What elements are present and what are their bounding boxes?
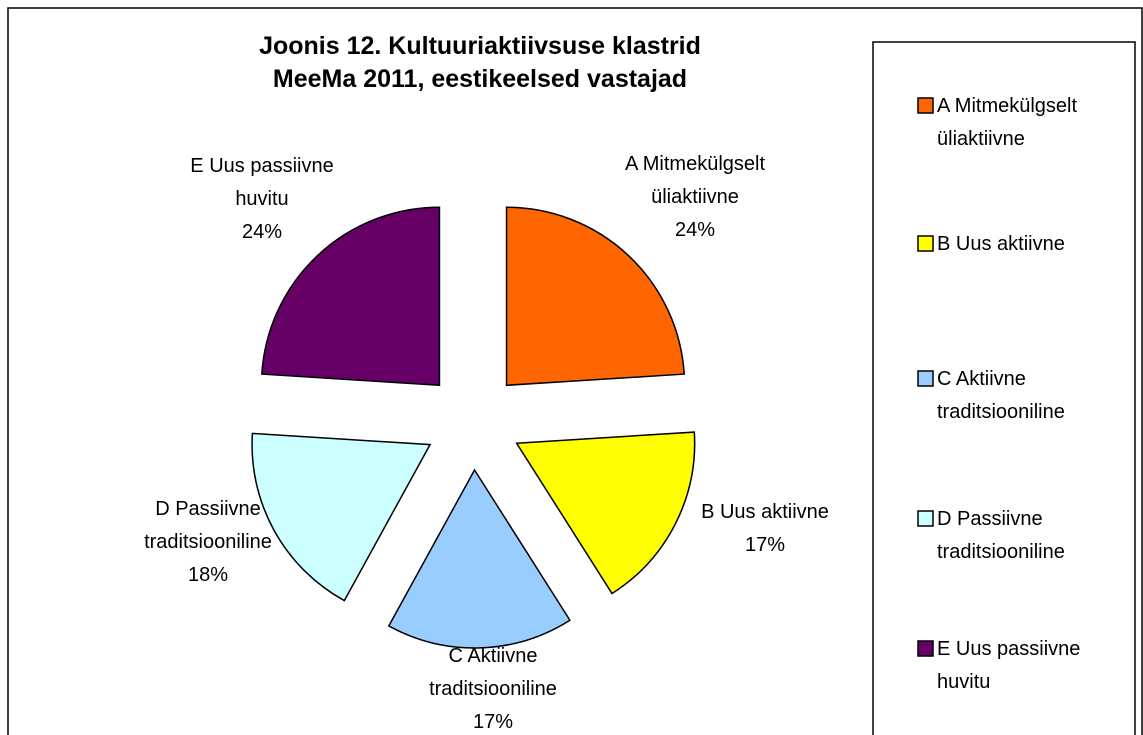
data-label-value: 17% xyxy=(472,711,514,733)
data-label-value: 24% xyxy=(674,219,716,241)
legend-swatch xyxy=(917,97,934,114)
legend-swatch xyxy=(917,510,934,527)
data-label: D Passiivne traditsiooniline 18% xyxy=(118,493,298,592)
legend-swatch xyxy=(917,370,934,387)
pie-slice xyxy=(261,206,441,387)
data-label-name: B Uus aktiivne xyxy=(701,501,829,523)
data-label-value: 18% xyxy=(187,564,229,586)
data-label: A Mitmekülgselt üliaktiivne 24% xyxy=(605,148,785,247)
legend-entry: C Aktiivne traditsiooniline xyxy=(937,368,1065,423)
pie-slice xyxy=(515,431,696,595)
legend-swatch xyxy=(917,235,934,252)
data-label-value: 24% xyxy=(241,221,283,243)
legend-entry: D Passiivne traditsiooniline xyxy=(937,508,1065,563)
data-label: B Uus aktiivne 17% xyxy=(675,496,855,562)
data-label: C Aktiivne traditsiooniline 17% xyxy=(403,640,583,735)
chart-title: Joonis 12. Kultuuriaktiivsuse klastrid M… xyxy=(259,32,701,93)
data-label-name: C Aktiivne traditsiooniline xyxy=(429,645,557,700)
data-label-name: E Uus passiivne huvitu xyxy=(190,155,334,210)
data-label-name: D Passiivne traditsiooniline xyxy=(144,498,272,553)
data-label-value: 17% xyxy=(744,534,786,556)
data-label: E Uus passiivne huvitu 24% xyxy=(172,150,352,249)
legend-box xyxy=(872,41,1136,735)
chart-border xyxy=(7,7,1143,735)
pie-slice xyxy=(387,468,571,649)
data-label-name: A Mitmekülgselt üliaktiivne xyxy=(624,153,766,208)
pie-slice xyxy=(505,206,685,387)
pie-slice xyxy=(251,432,432,602)
legend-swatch xyxy=(917,640,934,657)
legend-entry: E Uus passiivne huvitu xyxy=(937,638,1081,693)
legend-entry: A Mitmekülgselt üliaktiivne xyxy=(937,95,1078,150)
legend-entry: B Uus aktiivne xyxy=(937,233,1065,255)
